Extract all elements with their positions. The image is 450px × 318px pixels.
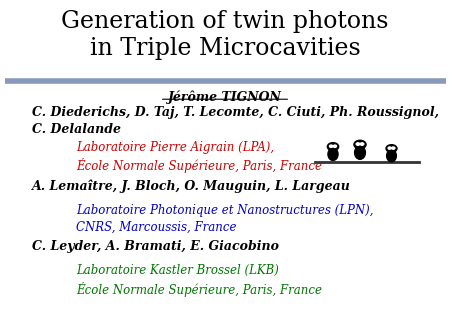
Circle shape (329, 145, 333, 147)
Circle shape (386, 145, 397, 152)
Circle shape (333, 145, 337, 147)
Text: C. Diederichs, D. Taj, T. Lecomte, C. Ciuti, Ph. Roussignol,
C. Delalande: C. Diederichs, D. Taj, T. Lecomte, C. Ci… (32, 106, 438, 135)
Circle shape (356, 143, 360, 145)
Circle shape (392, 147, 395, 149)
Circle shape (327, 143, 339, 151)
Text: A. Lemaître, J. Bloch, O. Mauguin, L. Largeau: A. Lemaître, J. Bloch, O. Mauguin, L. La… (32, 180, 351, 193)
Text: Laboratoire Kastler Brossel (LKB)
École Normale Supérieure, Paris, France: Laboratoire Kastler Brossel (LKB) École … (76, 264, 323, 297)
Text: Laboratoire Pierre Aigrain (LPA),
École Normale Supérieure, Paris, France: Laboratoire Pierre Aigrain (LPA), École … (76, 141, 323, 173)
Ellipse shape (355, 146, 365, 159)
Circle shape (388, 147, 391, 149)
Text: C. Leyder, A. Bramati, E. Giacobino: C. Leyder, A. Bramati, E. Giacobino (32, 240, 279, 253)
Ellipse shape (387, 150, 396, 162)
Ellipse shape (328, 148, 338, 161)
Text: Generation of twin photons
in Triple Microcavities: Generation of twin photons in Triple Mic… (61, 10, 389, 60)
Circle shape (354, 140, 366, 149)
Text: Jérôme TIGNON: Jérôme TIGNON (168, 91, 282, 104)
Circle shape (360, 143, 364, 145)
Text: Laboratoire Photonique et Nanostructures (LPN),
CNRS, Marcoussis, France: Laboratoire Photonique et Nanostructures… (76, 204, 374, 233)
